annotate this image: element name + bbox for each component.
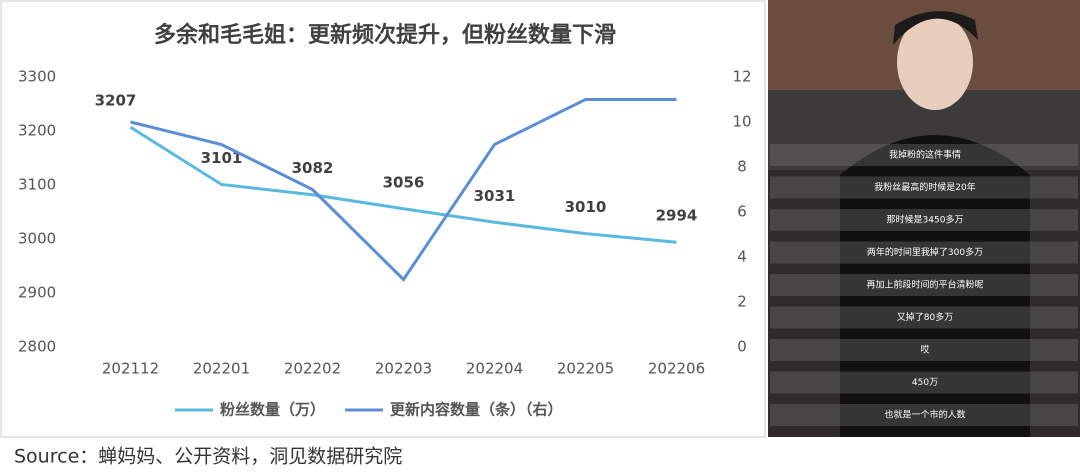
x-tick-label: 202201	[193, 360, 250, 378]
x-tick-label: 202203	[375, 360, 432, 378]
caption: 450万	[912, 378, 938, 388]
legend-label: 粉丝数量（万）	[220, 401, 325, 419]
x-tick-label: 202205	[557, 360, 614, 378]
caption-strip	[770, 339, 1078, 361]
legend-label: 更新内容数量（条）（右）	[390, 401, 563, 419]
caption-strip	[770, 209, 1078, 231]
photo	[768, 0, 1080, 437]
data-label: 3010	[565, 198, 607, 216]
x-tick-label: 202206	[648, 360, 705, 378]
series-line	[129, 125, 677, 244]
y-tick-label: 3000	[18, 230, 56, 248]
caption: 又掉了80多万	[897, 311, 953, 323]
caption-strip	[770, 306, 1078, 329]
data-label: 3031	[474, 187, 516, 205]
y-tick-label: 2800	[18, 338, 56, 356]
y-tick-label: 3100	[18, 176, 56, 194]
caption: 也就是一个市的人数	[884, 409, 965, 421]
y2-tick-label: 8	[737, 158, 747, 176]
data-label: 3056	[383, 173, 425, 191]
y2-tick-label: 4	[737, 248, 747, 266]
caption: 我掉粉的这件事情	[889, 149, 961, 161]
caption-strip	[770, 274, 1078, 296]
caption-strip	[770, 176, 1078, 199]
series-line	[130, 98, 677, 282]
x-tick-label: 202202	[284, 360, 341, 378]
caption: 再加上前段时间的平台清粉呢	[866, 279, 983, 291]
caption-strip	[770, 404, 1078, 426]
caption-strip	[770, 241, 1078, 264]
caption-strip	[770, 371, 1078, 394]
data-label: 3207	[95, 92, 137, 110]
y2-tick-label: 12	[732, 68, 751, 86]
x-tick-label: 202204	[466, 360, 523, 378]
photo-hair	[893, 11, 978, 45]
y2-tick-label: 10	[732, 113, 751, 131]
data-label: 3101	[201, 149, 243, 167]
chart-title: 多余和毛毛姐：更新频次提升，但粉丝数量下滑	[154, 22, 616, 48]
caption: 那时候是3450多万	[887, 214, 964, 226]
data-label: 2994	[656, 207, 698, 225]
photo-body	[840, 135, 1030, 437]
y2-tick-label: 2	[737, 293, 747, 311]
caption: 我粉丝最高的时候是20年	[874, 181, 975, 193]
photo-face	[897, 14, 973, 110]
caption-strip	[770, 144, 1078, 166]
caption: 两年的时间里我掉了300多万	[867, 246, 983, 258]
y-tick-label: 3300	[18, 68, 56, 86]
data-label: 3082	[292, 159, 334, 177]
y-tick-label: 2900	[18, 284, 56, 302]
chart-frame	[0, 0, 766, 438]
caption: 哎	[920, 345, 929, 356]
y2-tick-label: 0	[737, 338, 747, 356]
x-tick-label: 202112	[102, 360, 159, 378]
y2-tick-label: 6	[737, 203, 747, 221]
y-tick-label: 3200	[18, 122, 56, 140]
source: Source：蝉妈妈、公开资料，洞见数据研究院	[14, 446, 402, 468]
